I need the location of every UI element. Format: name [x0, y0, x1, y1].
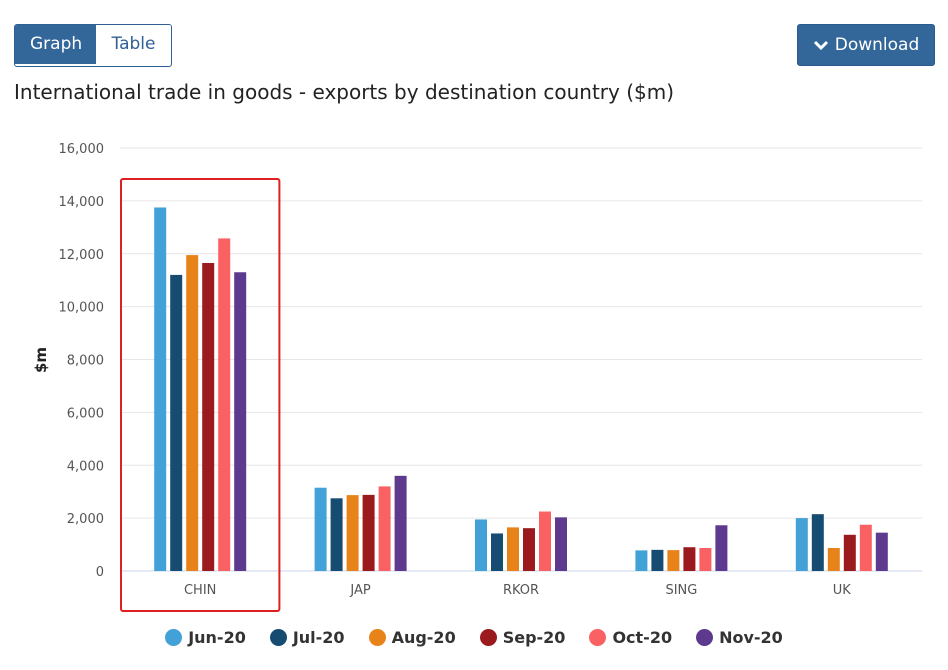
x-tick-label: RKOR: [503, 583, 539, 598]
bar-uk-jul-20: [811, 514, 824, 571]
bar-chin-sep-20: [202, 263, 215, 571]
bar-sing-sep-20: [683, 547, 696, 571]
bar-uk-oct-20: [859, 524, 872, 571]
legend-item[interactable]: Jun-20: [165, 624, 246, 650]
y-tick-label: 0: [96, 565, 104, 580]
bar-jap-aug-20: [346, 495, 359, 571]
bar-sing-nov-20: [715, 525, 728, 571]
tab-table[interactable]: Table: [96, 25, 171, 64]
legend-label: Jun-20: [188, 627, 246, 647]
bar-rkor-jul-20: [491, 533, 503, 571]
x-tick-label: SING: [665, 583, 697, 598]
x-tick-label: CHIN: [184, 583, 216, 598]
legend-marker: [696, 628, 714, 646]
bar-jap-jul-20: [330, 498, 343, 571]
bar-rkor-oct-20: [539, 511, 551, 571]
bar-sing-oct-20: [699, 547, 712, 571]
legend-marker: [589, 628, 607, 646]
y-tick-label: 12,000: [59, 248, 105, 263]
y-tick-label: 14,000: [59, 195, 105, 210]
download-button[interactable]: Download: [797, 24, 935, 66]
bar-uk-sep-20: [843, 534, 856, 571]
bar-chin-oct-20: [218, 238, 231, 571]
bar-uk-jun-20: [795, 518, 808, 571]
bar-rkor-nov-20: [555, 517, 567, 571]
bar-rkor-jun-20: [475, 519, 487, 571]
bar-sing-aug-20: [667, 550, 680, 571]
bar-uk-aug-20: [827, 547, 840, 571]
legend-label: Oct-20: [612, 627, 673, 647]
legend-label: Nov-20: [719, 627, 783, 647]
chart-title: International trade in goods - exports b…: [14, 80, 675, 104]
legend-label: Sep-20: [502, 627, 566, 647]
legend-marker: [165, 628, 183, 646]
bar-sing-jul-20: [651, 549, 664, 571]
download-label: Download: [834, 35, 920, 55]
x-tick-label: JAP: [349, 583, 370, 598]
y-tick-label: 16,000: [59, 142, 105, 157]
bar-chin-jul-20: [170, 274, 183, 571]
y-tick-label: 10,000: [59, 301, 105, 316]
highlight-box: [120, 178, 281, 612]
bar-rkor-aug-20: [507, 527, 519, 571]
legend-marker: [269, 628, 287, 646]
legend-label: Jul-20: [292, 627, 345, 647]
legend-item[interactable]: Oct-20: [589, 624, 672, 650]
legend-item[interactable]: Jul-20: [269, 624, 345, 650]
bar-jap-jun-20: [314, 487, 327, 571]
y-tick-label: 8,000: [67, 354, 104, 369]
bar-jap-sep-20: [362, 494, 375, 571]
legend-item[interactable]: Nov-20: [696, 624, 783, 650]
x-tick-label: UK: [833, 583, 852, 598]
legend-marker: [479, 628, 497, 646]
chevron-down-icon: [813, 40, 828, 51]
bar-chin-aug-20: [186, 255, 199, 571]
view-toggle: Graph Table: [14, 24, 172, 67]
legend-item[interactable]: Sep-20: [479, 624, 566, 650]
bar-uk-nov-20: [875, 532, 888, 571]
y-tick-label: 2,000: [67, 512, 104, 527]
bar-chin-jun-20: [154, 207, 167, 571]
bar-sing-jun-20: [635, 550, 648, 571]
bar-jap-nov-20: [394, 475, 407, 571]
tab-graph[interactable]: Graph: [15, 25, 96, 64]
chart-legend: Jun-20 Jul-20 Aug-20 Sep-20 Oct-20 Nov-20: [0, 624, 948, 650]
y-axis-label: $m: [32, 347, 50, 373]
bar-jap-oct-20: [378, 486, 391, 571]
bar-chart: 0 2,000 4,000 6,000 8,000 10,000 12,000 14,000 1…: [32, 142, 922, 612]
legend-label: Aug-20: [391, 627, 456, 647]
legend-item[interactable]: Aug-20: [368, 624, 456, 650]
y-tick-label: 6,000: [67, 406, 104, 421]
bar-rkor-sep-20: [523, 528, 535, 571]
y-tick-label: 4,000: [67, 459, 104, 474]
bar-chin-nov-20: [234, 272, 247, 571]
legend-marker: [368, 628, 386, 646]
